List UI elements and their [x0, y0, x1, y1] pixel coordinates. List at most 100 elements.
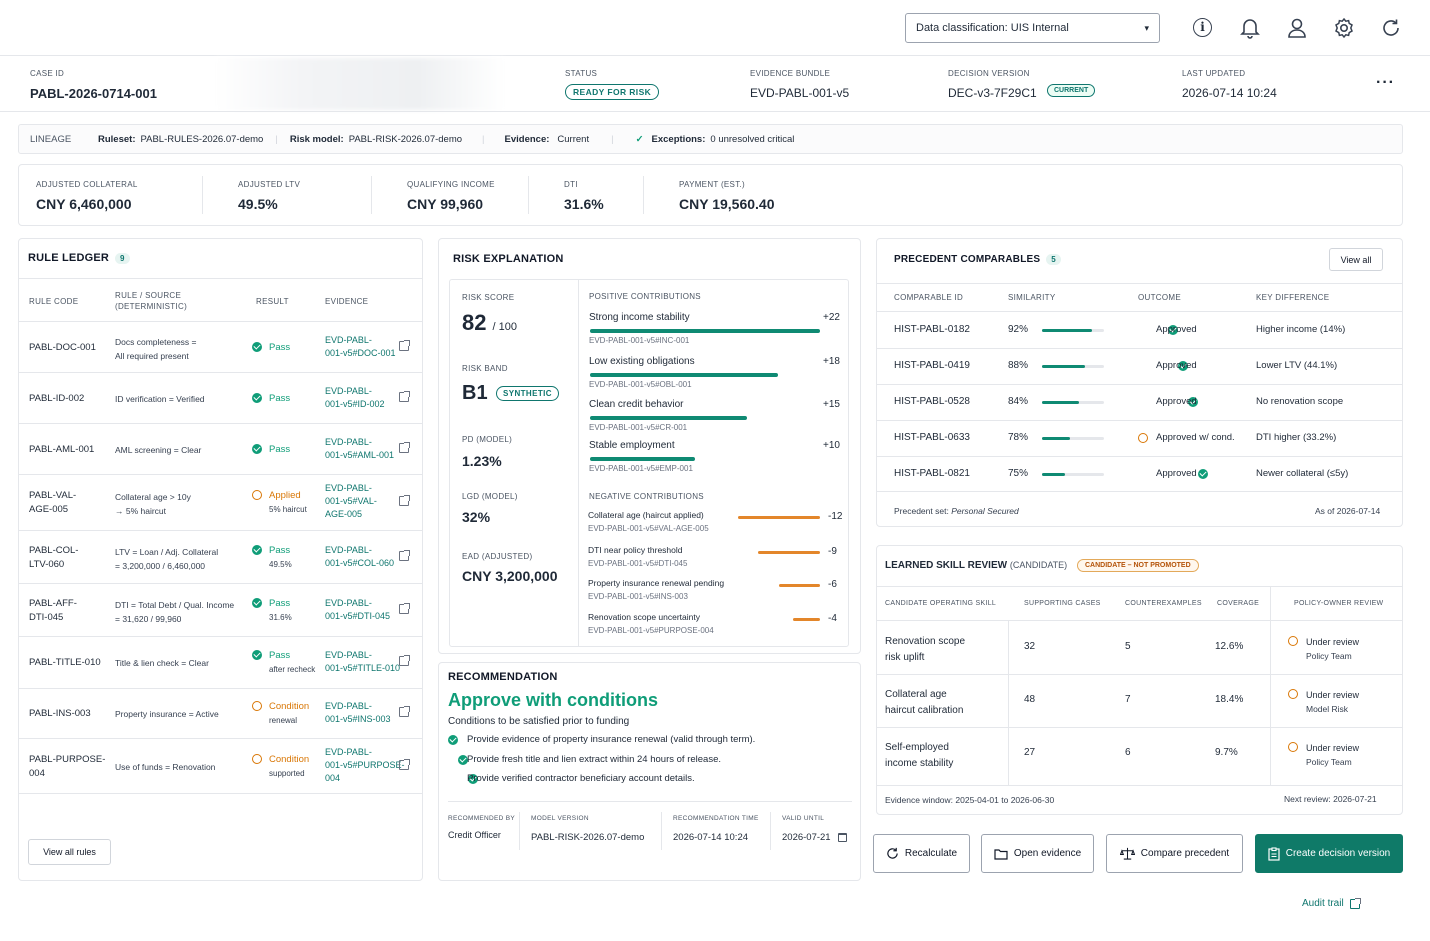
col-outcome: OUTCOME	[1138, 293, 1181, 302]
positive-bar	[590, 373, 778, 377]
pending-circle-icon	[1288, 689, 1298, 699]
check-icon: ✓	[635, 133, 644, 145]
contribution-ref: EVD-PABL-001-v5#INS-003	[588, 592, 688, 601]
external-link-icon[interactable]	[399, 549, 410, 561]
audit-trail-link[interactable]: Audit trail	[1302, 897, 1361, 909]
rule-source: ID verification = Verified	[115, 393, 205, 404]
pending-circle-icon	[252, 701, 262, 712]
external-link-icon[interactable]	[399, 706, 410, 717]
rule-code: PABL-TITLE-010	[29, 657, 101, 668]
coverage: 9.7%	[1215, 747, 1238, 758]
open-evidence-button[interactable]: Open evidence	[981, 834, 1094, 873]
evidence-link[interactable]: EVD-PABL- 001-v5#ID-002	[325, 385, 385, 409]
evidence-link[interactable]: EVD-PABL- 001-v5#PURPOSE- 004	[325, 746, 405, 783]
external-link-icon[interactable]	[399, 758, 410, 770]
comparable-id[interactable]: HIST-PABL-0419	[894, 360, 970, 371]
valid-until: 2026-07-21	[782, 832, 831, 843]
recommendation-title: RECOMMENDATION	[448, 671, 558, 683]
contribution-name: Clean credit behavior	[589, 399, 684, 410]
evidence-link[interactable]: EVD-PABL- 001-v5#DOC-001	[325, 335, 396, 358]
recommendation-panel	[438, 662, 861, 881]
comparable-id[interactable]: HIST-PABL-0633	[894, 432, 970, 443]
check-circle-icon	[1198, 469, 1208, 480]
skill-name: Renovation scope risk uplift	[885, 636, 966, 663]
pending-circle-icon	[252, 753, 262, 764]
classification-select[interactable]: Data classification: UIS Internal ▾	[905, 13, 1160, 43]
rule-count-badge: 9	[115, 253, 130, 264]
user-icon[interactable]	[1287, 17, 1307, 39]
metric-label: DTI	[564, 180, 578, 189]
recalculate-button[interactable]: Recalculate	[873, 834, 970, 873]
gear-icon[interactable]	[1333, 17, 1355, 39]
rule-ledger-title: RULE LEDGER	[28, 252, 110, 264]
metric-value: CNY 6,460,000	[36, 196, 132, 212]
external-link-icon[interactable]	[399, 655, 410, 666]
info-icon[interactable]: i	[1193, 18, 1212, 37]
comparable-id[interactable]: HIST-PABL-0528	[894, 396, 970, 407]
compare-precedent-button[interactable]: Compare precedent	[1106, 834, 1243, 873]
calendar-icon[interactable]	[838, 833, 847, 842]
ruleset-value: PABL-RULES-2026.07-demo	[140, 133, 264, 145]
more-icon[interactable]: ···	[1376, 74, 1395, 91]
current-badge: CURRENT	[1047, 84, 1096, 97]
supporting-cases: 32	[1024, 641, 1036, 652]
precedent-as-of: As of 2026-07-14	[1315, 506, 1381, 516]
positive-bar	[590, 416, 747, 420]
similarity-value: 88%	[1008, 360, 1029, 371]
check-circle-icon	[458, 754, 468, 765]
view-all-rules-button[interactable]: View all rules	[28, 839, 111, 865]
skill-name: Self-employed income stability	[885, 742, 954, 769]
contribution-name: Renovation scope uncertainty	[588, 612, 700, 622]
exceptions-value: 0 unresolved critical	[710, 133, 795, 145]
precedents-panel	[876, 238, 1403, 527]
folder-icon	[994, 848, 1008, 860]
comparable-id[interactable]: HIST-PABL-0182	[894, 324, 970, 335]
rule-ledger-panel	[18, 238, 423, 881]
review-status: Under review Policy Team	[1306, 637, 1360, 661]
create-decision-version-button[interactable]: Create decision version	[1255, 834, 1403, 873]
col-review: POLICY-OWNER REVIEW	[1294, 600, 1384, 607]
negative-bar	[793, 618, 820, 621]
col-rule-source: RULE / SOURCE (DETERMINISTIC)	[115, 291, 188, 311]
evidence-link[interactable]: EVD-PABL- 001-v5#DTI-045	[325, 597, 391, 621]
external-link-icon[interactable]	[399, 390, 410, 402]
redacted-area	[215, 58, 505, 110]
contribution-name: Property insurance renewal pending	[588, 578, 725, 588]
key-difference: No renovation scope	[1256, 396, 1344, 407]
rule-code: PABL-VAL- AGE-005	[29, 490, 77, 515]
metric-label: ADJUSTED LTV	[238, 180, 301, 189]
external-link-icon[interactable]	[399, 441, 410, 453]
recommendation-subtitle: Conditions to be satisfied prior to fund…	[448, 716, 630, 727]
check-circle-icon	[252, 650, 262, 661]
bell-icon[interactable]	[1240, 17, 1260, 39]
contribution-name: Strong income stability	[589, 312, 690, 323]
evidence-link[interactable]: EVD-PABL- 001-v5#TITLE-010	[325, 650, 401, 673]
rule-result: Pass after recheck	[252, 649, 315, 677]
evidence-link[interactable]: EVD-PABL- 001-v5#AML-001	[325, 436, 395, 460]
external-link-icon[interactable]	[399, 495, 410, 506]
col-coverage: COVERAGE	[1217, 600, 1260, 607]
bundle-label: EVIDENCE BUNDLE	[750, 69, 831, 78]
contribution-value: -4	[828, 613, 837, 624]
external-link-icon[interactable]	[399, 602, 410, 614]
recommendation-time: 2026-07-14 10:24	[673, 832, 749, 843]
comparable-id[interactable]: HIST-PABL-0821	[894, 468, 970, 479]
outcome-value: Approved w/ cond.	[1156, 432, 1235, 443]
refresh-icon[interactable]	[1380, 17, 1402, 39]
risk-model-value: PABL-RISK-2026.07-demo	[348, 133, 463, 145]
chevron-down-icon: ▾	[1144, 22, 1149, 33]
rule-source: Title & lien check = Clear	[115, 658, 209, 668]
view-all-precedents-button[interactable]: View all	[1329, 248, 1383, 271]
external-link-icon[interactable]	[399, 340, 410, 351]
next-review: Next review: 2026-07-21	[1284, 794, 1377, 804]
metric-label: ADJUSTED COLLATERAL	[36, 180, 138, 189]
contribution-ref: EVD-PABL-001-v5#VAL-AGE-005	[588, 524, 709, 533]
evidence-link[interactable]: EVD-PABL- 001-v5#COL-060	[325, 544, 395, 568]
bundle-value: EVD-PABL-001-v5	[750, 86, 850, 100]
recommended-by: Credit Officer	[448, 830, 501, 840]
contribution-ref: EVD-PABL-001-v5#INC-001	[589, 336, 690, 345]
rule-code: PABL-ID-002	[29, 392, 85, 404]
metric-value: 49.5%	[238, 196, 278, 212]
evidence-link[interactable]: EVD-PABL- 001-v5#VAL- AGE-005	[325, 483, 377, 519]
evidence-link[interactable]: EVD-PABL- 001-v5#INS-003	[325, 701, 391, 724]
